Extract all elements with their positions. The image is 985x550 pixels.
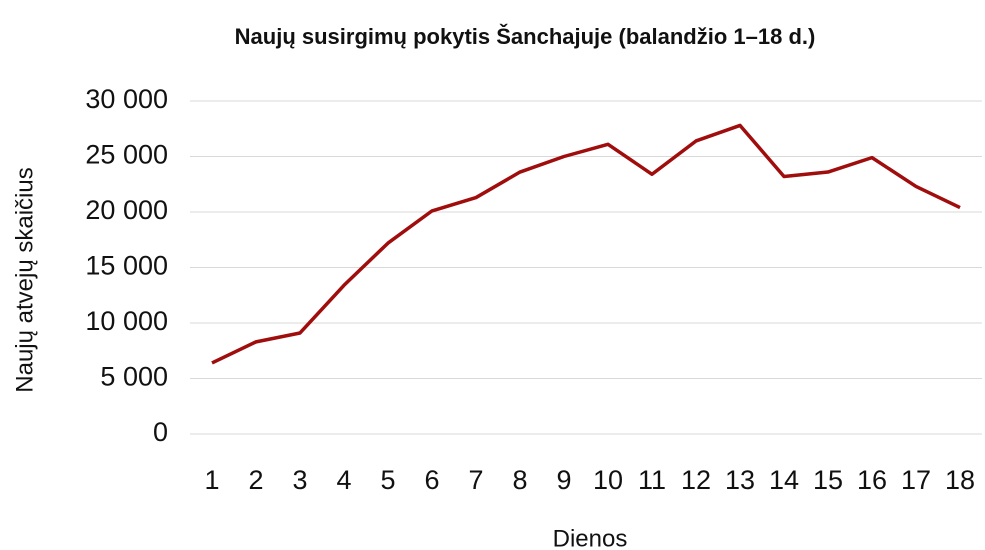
x-tick-label: 11: [638, 465, 666, 495]
x-tick-label: 15: [813, 465, 843, 495]
x-tick-label: 4: [336, 465, 351, 495]
x-tick-label: 9: [556, 465, 571, 495]
x-tick-label: 13: [725, 465, 755, 495]
x-tick-label: 18: [945, 465, 975, 495]
x-tick-label: 8: [512, 465, 527, 495]
chart-title: Naujų susirgimų pokytis Šanchajuje (bala…: [235, 24, 816, 49]
y-tick-label: 10 000: [85, 306, 168, 336]
x-tick-label: 1: [204, 465, 219, 495]
x-tick-label: 10: [593, 465, 623, 495]
y-tick-label: 25 000: [85, 140, 168, 170]
y-tick-label: 0: [153, 417, 168, 447]
x-tick-label: 14: [769, 465, 799, 495]
x-tick-label: 17: [901, 465, 931, 495]
y-tick-label: 20 000: [85, 195, 168, 225]
x-axis-title: Dienos: [553, 525, 628, 550]
y-axis-title: Naujų atvejų skaičius: [11, 167, 38, 392]
x-tick-label: 3: [292, 465, 307, 495]
y-tick-label: 30 000: [85, 84, 168, 114]
x-tick-label: 16: [857, 465, 887, 495]
x-tick-label: 2: [248, 465, 263, 495]
x-tick-label: 7: [468, 465, 483, 495]
y-tick-label: 5 000: [100, 362, 168, 392]
data-line: [211, 123, 961, 365]
y-tick-label: 15 000: [85, 251, 168, 281]
x-tick-label: 5: [380, 465, 395, 495]
x-tick-label: 6: [424, 465, 439, 495]
x-tick-label: 12: [681, 465, 711, 495]
